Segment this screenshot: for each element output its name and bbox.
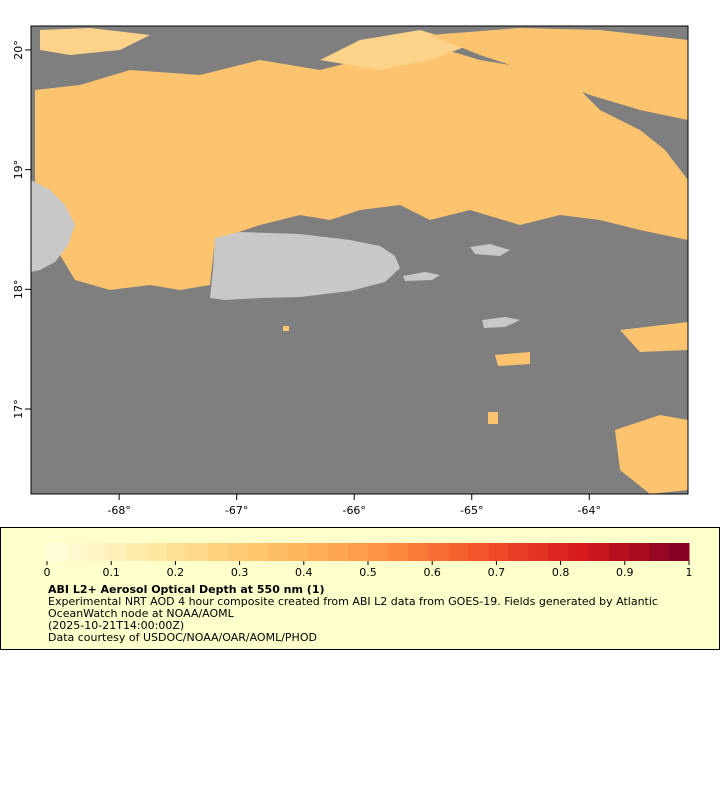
colorbar-swatch — [287, 543, 309, 561]
colorbar-swatch — [207, 543, 229, 561]
colorbar-swatch — [508, 543, 529, 561]
colorbar-tick-label: 0.2 — [167, 566, 185, 579]
colorbar-swatch — [67, 543, 88, 561]
colorbar-swatch — [528, 543, 550, 561]
st-croix — [482, 317, 520, 328]
caption-line: (2025-10-21T14:00:00Z) — [48, 619, 184, 632]
colorbar-tick-label: 0.6 — [423, 566, 441, 579]
colorbar-swatch — [247, 543, 269, 561]
colorbar-swatch — [347, 543, 369, 561]
colorbar-swatch — [448, 543, 469, 561]
colorbar-swatch — [127, 543, 148, 561]
colorbar-tick-label: 1 — [686, 566, 693, 579]
colorbar-swatch — [428, 543, 449, 561]
colorbar-tick-label: 0.4 — [295, 566, 313, 579]
colorbar-swatch — [468, 543, 489, 561]
colorbar-tick-label: 0 — [44, 566, 51, 579]
lat-tick-label: 17° — [12, 399, 25, 419]
colorbar-swatch — [47, 543, 68, 561]
aerosol-field — [35, 28, 688, 494]
colorbar-swatch — [368, 543, 389, 561]
caption-line: Experimental NRT AOD 4 hour composite cr… — [48, 595, 658, 608]
map-frame — [30, 25, 689, 495]
puerto-rico — [210, 232, 400, 300]
lon-tick-label: -64° — [578, 504, 601, 517]
colorbar-swatch — [167, 543, 188, 561]
caption-line: Data courtesy of USDOC/NOAA/OAR/AOML/PHO… — [48, 631, 317, 644]
colorbar-tick-label: 0.5 — [359, 566, 377, 579]
colorbar-swatch — [307, 543, 329, 561]
vieques — [403, 272, 440, 281]
colorbar-tick-label: 0.1 — [102, 566, 120, 579]
colorbar-swatch — [488, 543, 509, 561]
land — [31, 180, 520, 328]
colorbar-swatch — [568, 543, 590, 561]
colorbar-swatch — [227, 543, 249, 561]
colorbar-tick-label: 0.3 — [231, 566, 249, 579]
colorbar-swatch — [187, 543, 208, 561]
colorbar-swatch — [87, 543, 108, 561]
colorbar-swatch — [408, 543, 429, 561]
colorbar-swatch — [147, 543, 168, 561]
lon-tick-label: -65° — [460, 504, 483, 517]
lat-tick-label: 20° — [12, 40, 25, 60]
colorbar-tick-label: 0.9 — [616, 566, 634, 579]
colorbar-swatch — [107, 543, 128, 561]
colorbar-swatch — [628, 543, 650, 561]
lat-tick-label: 18° — [12, 280, 25, 300]
colorbar-tick-label: 0.8 — [552, 566, 570, 579]
colorbar-swatch — [608, 543, 630, 561]
colorbar-swatch — [668, 543, 690, 561]
lon-tick-label: -68° — [107, 504, 130, 517]
lon-tick-label: -66° — [342, 504, 365, 517]
colorbar-swatch — [548, 543, 570, 561]
colorbar-swatch — [327, 543, 349, 561]
lat-tick-label: 19° — [12, 160, 25, 180]
colorbar-swatch — [388, 543, 409, 561]
colorbar-swatch — [588, 543, 610, 561]
colorbar-swatch — [267, 543, 289, 561]
colorbar-swatch — [648, 543, 670, 561]
colorbar-tick-label: 0.7 — [488, 566, 506, 579]
virgin-islands — [470, 244, 510, 256]
hispaniola — [31, 180, 75, 272]
caption-title: ABI L2+ Aerosol Optical Depth at 550 nm … — [48, 583, 325, 596]
lon-tick-label: -67° — [225, 504, 248, 517]
caption-line: OceanWatch node at NOAA/AOML — [48, 607, 235, 620]
